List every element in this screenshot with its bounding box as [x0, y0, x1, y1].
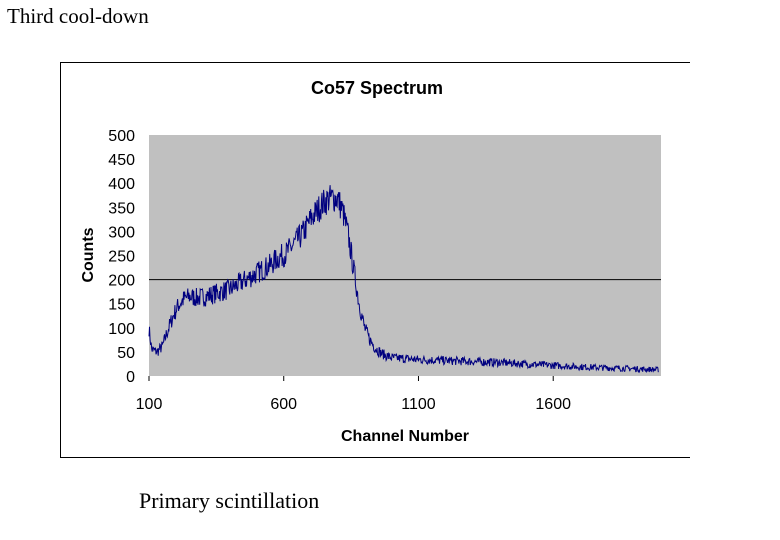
y-tick-label: 150 — [108, 297, 135, 314]
x-tick-label: 100 — [136, 396, 163, 413]
y-tick-label: 350 — [108, 200, 135, 217]
x-axis-ticks: 100 600 1100 1600 — [136, 376, 571, 413]
y-tick-label: 400 — [108, 176, 135, 193]
y-axis-label: Counts — [80, 227, 97, 282]
x-tick-label: 1600 — [535, 396, 571, 413]
y-tick-label: 50 — [117, 345, 135, 362]
y-tick-label: 300 — [108, 224, 135, 241]
caption: Primary scintillation — [139, 488, 320, 513]
y-tick-label: 500 — [108, 128, 135, 145]
slide-title: Third cool-down — [7, 4, 149, 28]
x-tick-label: 1100 — [401, 396, 436, 413]
y-tick-label: 250 — [108, 249, 135, 266]
y-tick-label: 450 — [108, 152, 135, 169]
y-tick-label: 100 — [108, 321, 135, 338]
x-tick-label: 600 — [270, 396, 297, 413]
chart-frame: Co57 Spectrum 0 50 100 150 200 250 300 350 400 45… — [60, 62, 690, 458]
y-tick-label: 200 — [108, 273, 135, 290]
series-line-co57 — [148, 185, 659, 374]
chart-svg: Co57 Spectrum 0 50 100 150 200 250 300 350 400 45… — [80, 78, 661, 445]
chart-title: Co57 Spectrum — [311, 78, 443, 98]
y-tick-label: 0 — [126, 369, 135, 386]
x-axis-label: Channel Number — [341, 428, 469, 445]
plot-area — [149, 135, 661, 376]
y-axis-ticks: 0 50 100 150 200 250 300 350 400 450 500 — [108, 128, 135, 386]
